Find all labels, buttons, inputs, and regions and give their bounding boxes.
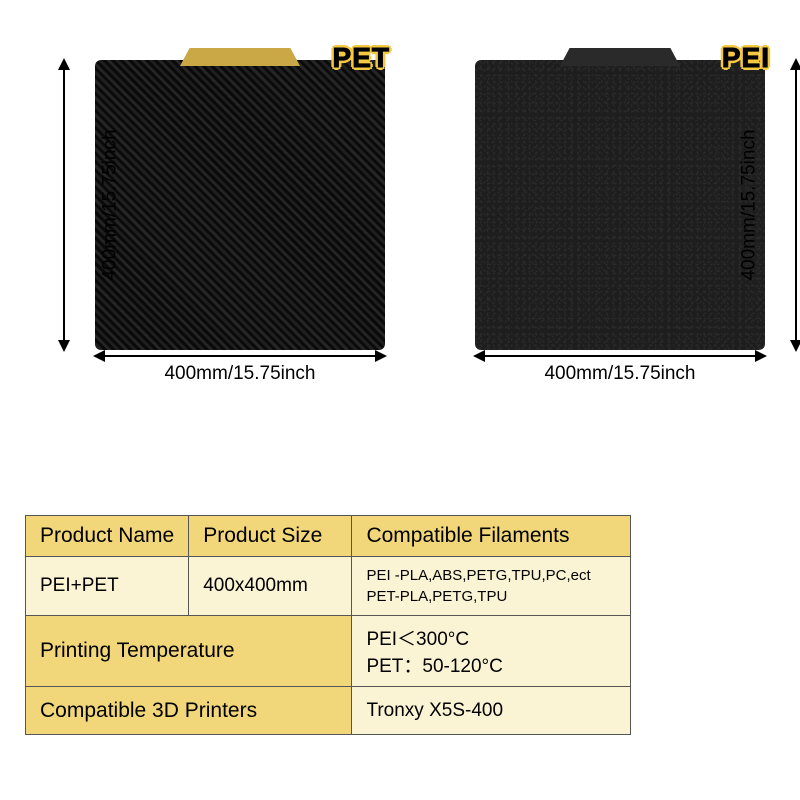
value-product-name: PEI+PET xyxy=(26,557,189,616)
pet-plate xyxy=(95,60,385,350)
value-filaments: PEI -PLA,ABS,PETG,TPU,PC,ect PET-PLA,PET… xyxy=(352,557,630,616)
pet-plate-tab xyxy=(180,48,300,66)
pet-badge: PET xyxy=(333,42,390,74)
header-product-size: Product Size xyxy=(189,516,352,557)
pet-height-dimension: 400mm/15.75inch xyxy=(63,60,65,350)
pei-width-label: 400mm/15.75inch xyxy=(544,363,695,385)
table-row: PEI+PET 400x400mm PEI -PLA,ABS,PETG,TPU,… xyxy=(26,557,631,616)
pei-plate-tab xyxy=(560,48,680,66)
table-row: Printing Temperature PEI＜300°C PET：50-12… xyxy=(26,616,631,687)
arrow-line-icon xyxy=(475,355,765,357)
pet-plate-container: PET 400mm/15.75inch 400mm/15.75inch xyxy=(75,60,385,350)
filaments-line1: PEI -PLA,ABS,PETG,TPU,PC,ect xyxy=(366,567,590,584)
pei-badge: PEI xyxy=(722,42,770,74)
filaments-line2: PET-PLA,PETG,TPU xyxy=(366,588,507,605)
header-temperature: Printing Temperature xyxy=(26,616,352,687)
arrow-line-icon xyxy=(63,60,65,350)
header-printers: Compatible 3D Printers xyxy=(26,687,352,735)
pei-plate-container: PEI 400mm/15.75inch 400mm/15.75inch xyxy=(455,60,765,350)
header-filaments: Compatible Filaments xyxy=(352,516,630,557)
pet-width-label: 400mm/15.75inch xyxy=(164,363,315,385)
spec-table: Product Name Product Size Compatible Fil… xyxy=(25,515,631,735)
pei-height-dimension: 400mm/15.75inch xyxy=(795,60,797,350)
table-row: Product Name Product Size Compatible Fil… xyxy=(26,516,631,557)
arrow-line-icon xyxy=(95,355,385,357)
temp-line1: PEI＜300°C xyxy=(366,629,469,650)
value-temperature: PEI＜300°C PET：50-120°C xyxy=(352,616,630,687)
value-product-size: 400x400mm xyxy=(189,557,352,616)
value-printers: Tronxy X5S-400 xyxy=(352,687,630,735)
product-images-row: PET 400mm/15.75inch 400mm/15.75inch PEI … xyxy=(0,0,800,370)
arrow-line-icon xyxy=(795,60,797,350)
header-product-name: Product Name xyxy=(26,516,189,557)
pet-height-label: 400mm/15.75inch xyxy=(100,129,122,280)
pei-width-dimension: 400mm/15.75inch xyxy=(475,355,765,385)
pei-plate xyxy=(475,60,765,350)
temp-line2: PET：50-120°C xyxy=(366,656,502,677)
pei-height-label: 400mm/15.75inch xyxy=(738,129,760,280)
pet-width-dimension: 400mm/15.75inch xyxy=(95,355,385,385)
table-row: Compatible 3D Printers Tronxy X5S-400 xyxy=(26,687,631,735)
